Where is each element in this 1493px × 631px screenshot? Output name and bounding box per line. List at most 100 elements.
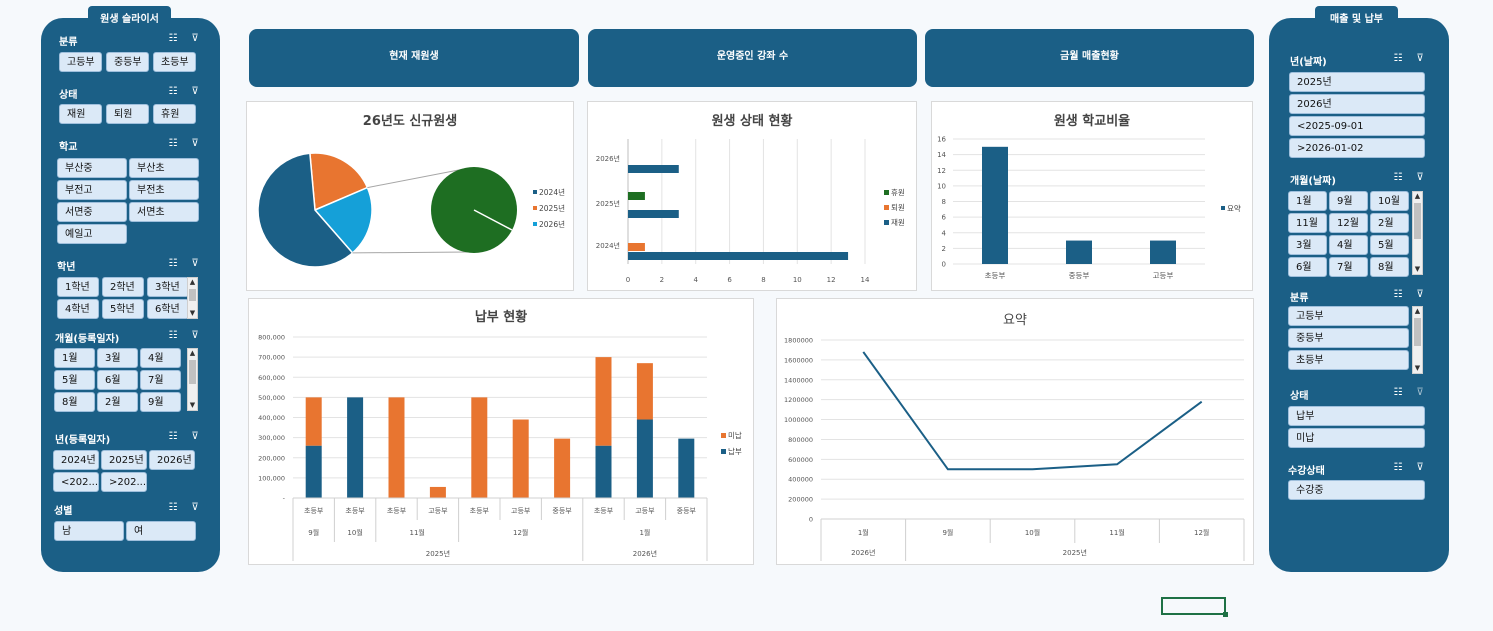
clear-filter-icon[interactable]: ⊽ (191, 258, 199, 269)
reg-month-slicer-item[interactable]: 5월 (54, 370, 95, 390)
multi-select-icon[interactable]: ☷ (1393, 289, 1403, 300)
reg-year-slicer-item[interactable]: <202... (53, 472, 99, 492)
school-slicer-item[interactable]: 서면중 (57, 202, 127, 222)
selected-cell[interactable] (1161, 597, 1228, 617)
scroll-thumb[interactable] (1414, 318, 1421, 346)
status-slicer-item[interactable]: 퇴원 (106, 104, 149, 124)
clear-filter-icon[interactable]: ⊽ (1416, 172, 1424, 183)
month-slicer-item[interactable]: 9월 (1329, 191, 1368, 211)
grade-slicer-item[interactable]: 2학년 (102, 277, 144, 297)
reg-month-slicer-item[interactable]: 3월 (97, 348, 138, 368)
reg-year-slicer-item[interactable]: 2024년 (53, 450, 99, 470)
category-slicer-item[interactable]: 고등부 (1288, 306, 1409, 326)
reg-month-slicer-item[interactable]: 7월 (140, 370, 181, 390)
category-slicer-scrollbar[interactable]: ▲ ▼ (1412, 306, 1423, 374)
multi-select-icon[interactable]: ☷ (1393, 462, 1403, 473)
scroll-thumb[interactable] (189, 360, 196, 384)
gender-slicer-item[interactable]: 여 (126, 521, 196, 541)
category-slicer-item[interactable]: 초등부 (1288, 350, 1409, 370)
clear-filter-icon[interactable]: ⊽ (191, 431, 199, 442)
scroll-up-icon[interactable]: ▲ (1414, 307, 1421, 315)
kpi-active-courses[interactable]: 운영중인 강좌 수 (588, 29, 917, 87)
year-slicer-item[interactable]: <2025-09-01 (1289, 116, 1425, 136)
clear-filter-icon[interactable]: ⊽ (191, 86, 199, 97)
status-slicer-item[interactable]: 미납 (1288, 428, 1425, 448)
clear-filter-icon[interactable]: ⊽ (191, 138, 199, 149)
month-slicer-item[interactable]: 10월 (1370, 191, 1409, 211)
summary-line-chart-card[interactable]: 요약 0 200000 400000 600000 800000 1000000 12000… (776, 298, 1254, 565)
kpi-monthly-sales[interactable]: 금월 매출현황 (925, 29, 1254, 87)
multi-select-icon[interactable]: ☷ (168, 86, 178, 97)
reg-month-slicer-scrollbar[interactable]: ▲ ▼ (187, 348, 198, 411)
grade-slicer-item[interactable]: 6학년 (147, 299, 189, 319)
school-slicer-item[interactable]: 부산초 (129, 158, 199, 178)
multi-select-icon[interactable]: ☷ (168, 330, 178, 341)
month-slicer-item[interactable]: 3월 (1288, 235, 1327, 255)
school-slicer-item[interactable]: 부전고 (57, 180, 127, 200)
grade-slicer-item[interactable]: 4학년 (57, 299, 99, 319)
school-slicer-item[interactable]: 서면초 (129, 202, 199, 222)
scroll-thumb[interactable] (189, 289, 196, 301)
grade-slicer-item[interactable]: 1학년 (57, 277, 99, 297)
status-slicer-item[interactable]: 휴원 (153, 104, 196, 124)
scroll-down-icon[interactable]: ▼ (189, 309, 196, 317)
clear-filter-icon[interactable]: ⊽ (191, 33, 199, 44)
multi-select-icon[interactable]: ☷ (168, 138, 178, 149)
scroll-up-icon[interactable]: ▲ (1414, 192, 1421, 200)
scroll-up-icon[interactable]: ▲ (189, 278, 196, 286)
month-slicer-item[interactable]: 2월 (1370, 213, 1409, 233)
reg-month-slicer-item[interactable]: 9월 (140, 392, 181, 412)
reg-year-slicer-item[interactable]: >202... (101, 472, 147, 492)
clear-filter-icon[interactable]: ⊽ (191, 330, 199, 341)
scroll-thumb[interactable] (1414, 203, 1421, 239)
reg-month-slicer-item[interactable]: 1월 (54, 348, 95, 368)
payment-status-chart-card[interactable]: 납부 현황 - 100,000 200,000 300,000 400,000 500,0… (248, 298, 754, 565)
clear-filter-icon[interactable]: ⊽ (1416, 462, 1424, 473)
multi-select-icon[interactable]: ☷ (168, 33, 178, 44)
scroll-down-icon[interactable]: ▼ (189, 401, 196, 409)
scroll-up-icon[interactable]: ▲ (189, 349, 196, 357)
multi-select-icon[interactable]: ☷ (1393, 172, 1403, 183)
category-slicer-item[interactable]: 초등부 (153, 52, 196, 72)
month-slicer-item[interactable]: 6월 (1288, 257, 1327, 277)
grade-slicer-item[interactable]: 3학년 (147, 277, 189, 297)
multi-select-icon[interactable]: ☷ (168, 258, 178, 269)
school-ratio-chart-card[interactable]: 원생 학교비율 0 2 4 6 8 10 12 14 16 초등부 중등부 고등부 요약 (931, 101, 1253, 291)
scroll-down-icon[interactable]: ▼ (1414, 364, 1421, 372)
month-slicer-item[interactable]: 4월 (1329, 235, 1368, 255)
reg-month-slicer-item[interactable]: 6월 (97, 370, 138, 390)
status-slicer-item[interactable]: 납부 (1288, 406, 1425, 426)
multi-select-icon[interactable]: ☷ (1393, 387, 1403, 398)
multi-select-icon[interactable]: ☷ (168, 431, 178, 442)
month-slicer-item[interactable]: 11월 (1288, 213, 1327, 233)
school-slicer-item[interactable]: 예일고 (57, 224, 127, 244)
category-slicer-item[interactable]: 고등부 (59, 52, 102, 72)
category-slicer-item[interactable]: 중등부 (1288, 328, 1409, 348)
school-slicer-item[interactable]: 부전초 (129, 180, 199, 200)
multi-select-icon[interactable]: ☷ (168, 502, 178, 513)
status-slicer-item[interactable]: 재원 (59, 104, 102, 124)
kpi-current-students[interactable]: 현재 재원생 (249, 29, 579, 87)
reg-month-slicer-item[interactable]: 2월 (97, 392, 138, 412)
gender-slicer-item[interactable]: 남 (54, 521, 124, 541)
year-slicer-item[interactable]: >2026-01-02 (1289, 138, 1425, 158)
month-slicer-item[interactable]: 7월 (1329, 257, 1368, 277)
category-slicer-item[interactable]: 중등부 (106, 52, 149, 72)
clear-filter-icon[interactable]: ⊽ (191, 502, 199, 513)
reg-year-slicer-item[interactable]: 2026년 (149, 450, 195, 470)
grade-slicer-scrollbar[interactable]: ▲ ▼ (187, 277, 198, 319)
month-slicer-item[interactable]: 5월 (1370, 235, 1409, 255)
student-status-chart-card[interactable]: 원생 상태 현황 0 2 4 6 8 10 12 14 2024년 2025년 2026년 휴원 퇴원 재… (587, 101, 917, 291)
year-slicer-item[interactable]: 2025년 (1289, 72, 1425, 92)
month-slicer-item[interactable]: 12월 (1329, 213, 1368, 233)
clear-filter-icon[interactable]: ⊽ (1416, 289, 1424, 300)
grade-slicer-item[interactable]: 5학년 (102, 299, 144, 319)
reg-month-slicer-item[interactable]: 8월 (54, 392, 95, 412)
course-status-slicer-item[interactable]: 수강중 (1288, 480, 1425, 500)
month-slicer-item[interactable]: 1월 (1288, 191, 1327, 211)
clear-filter-icon[interactable]: ⊽ (1416, 387, 1424, 398)
year-slicer-item[interactable]: 2026년 (1289, 94, 1425, 114)
reg-month-slicer-item[interactable]: 4월 (140, 348, 181, 368)
clear-filter-icon[interactable]: ⊽ (1416, 53, 1424, 64)
school-slicer-item[interactable]: 부산중 (57, 158, 127, 178)
